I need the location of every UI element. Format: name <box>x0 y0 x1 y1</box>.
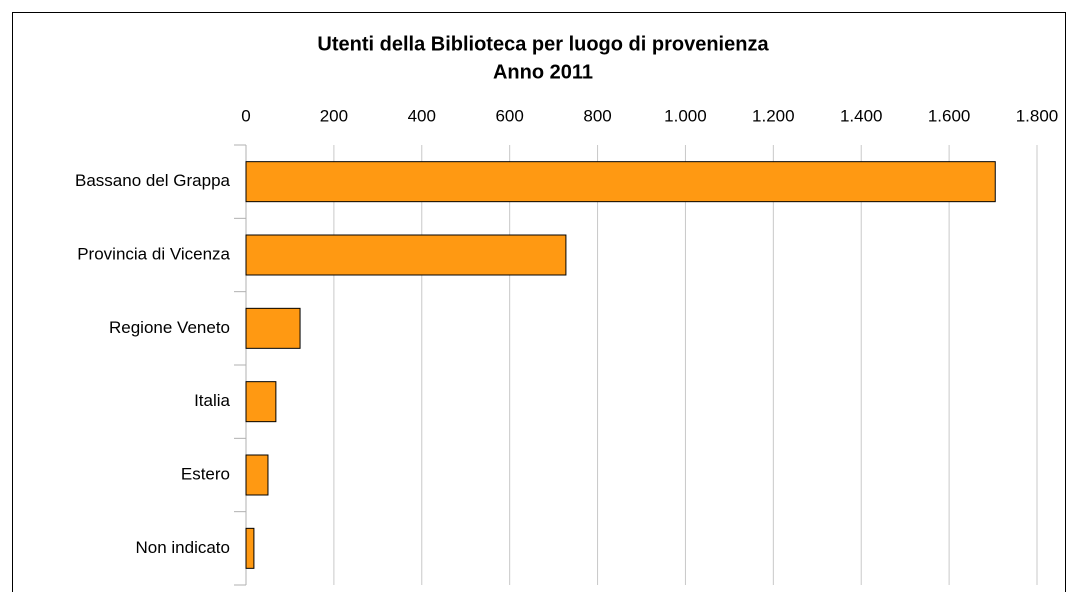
x-tick-label: 1.800 <box>1016 106 1059 125</box>
x-tick-label: 0 <box>241 106 250 125</box>
y-tick-label: Non indicato <box>135 538 230 557</box>
chart-frame <box>12 12 1066 592</box>
x-tick-label: 400 <box>408 106 436 125</box>
chart-title: Utenti della Biblioteca per luogo di pro… <box>317 33 769 55</box>
x-tick-label: 1.600 <box>928 106 971 125</box>
x-tick-label: 200 <box>320 106 348 125</box>
y-tick-label: Bassano del Grappa <box>75 171 231 190</box>
x-tick-label: 1.400 <box>840 106 883 125</box>
bar <box>245 381 277 423</box>
bar <box>245 234 567 276</box>
chart-subtitle: Anno 2011 <box>493 61 593 83</box>
y-tick-label: Italia <box>194 391 230 410</box>
x-tick-label: 800 <box>583 106 611 125</box>
x-tick-label: 600 <box>495 106 523 125</box>
x-tick-label: 1.000 <box>664 106 707 125</box>
x-tick-label: 1.200 <box>752 106 795 125</box>
y-tick-label: Provincia di Vicenza <box>77 244 230 263</box>
bar <box>245 161 996 203</box>
y-tick-label: Estero <box>181 464 230 483</box>
bar <box>245 527 255 569</box>
y-tick-label: Regione Veneto <box>109 318 230 337</box>
bar <box>245 307 301 349</box>
bar <box>245 454 269 496</box>
